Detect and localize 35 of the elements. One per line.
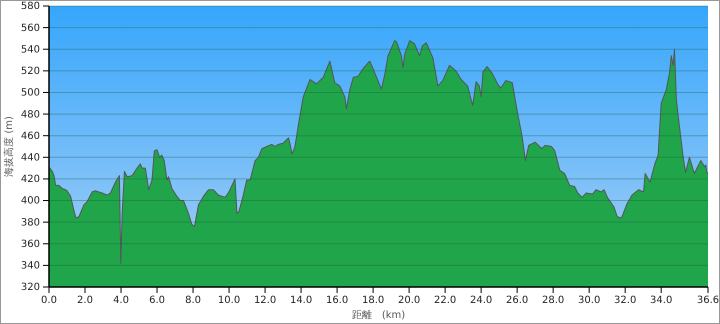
x-tick-label: 0.0 (41, 295, 57, 306)
y-tick-label: 520 (20, 66, 40, 78)
y-tick-label: 460 (20, 130, 40, 142)
y-tick-label: 320 (20, 282, 40, 294)
y-tick-label: 440 (20, 152, 40, 164)
x-tick-label: 24.0 (470, 295, 492, 306)
y-tick-label: 580 (20, 1, 40, 12)
x-tick-label: 22.0 (434, 295, 456, 306)
x-tick-label: 26.0 (506, 295, 528, 306)
y-tick-label: 480 (20, 109, 40, 120)
x-tick-label: 12.0 (254, 295, 276, 306)
x-tick-label: 34.0 (650, 295, 672, 306)
x-tick-label: 18.0 (362, 295, 384, 306)
x-axis-title: 距離 (km) (352, 309, 406, 321)
y-axis-title: 海拔高度 (m) (3, 116, 15, 177)
y-tick-label: 420 (20, 174, 40, 186)
x-tick-label: 16.0 (326, 295, 348, 306)
x-tick-label: 30.0 (578, 295, 600, 306)
x-tick-label: 32.0 (614, 295, 636, 306)
y-tick-label: 360 (20, 238, 40, 250)
x-tick-label: 28.0 (542, 295, 564, 306)
y-tick-label: 500 (20, 88, 40, 99)
x-tick-label: 2.0 (77, 295, 93, 306)
y-tick-label: 540 (20, 44, 40, 56)
x-tick-label: 10.0 (218, 295, 240, 306)
y-tick-label: 560 (20, 22, 40, 34)
x-tick-label: 8.0 (185, 295, 201, 306)
x-tick-label: 20.0 (398, 295, 420, 306)
y-tick-label: 400 (20, 196, 40, 207)
y-tick-label: 380 (20, 217, 40, 228)
y-tick-label: 340 (20, 260, 40, 272)
x-tick-label: 36.6 (696, 295, 720, 306)
x-tick-label: 14.0 (290, 295, 312, 306)
x-tick-label: 6.0 (149, 295, 165, 306)
x-tick-label: 4.0 (113, 295, 129, 306)
